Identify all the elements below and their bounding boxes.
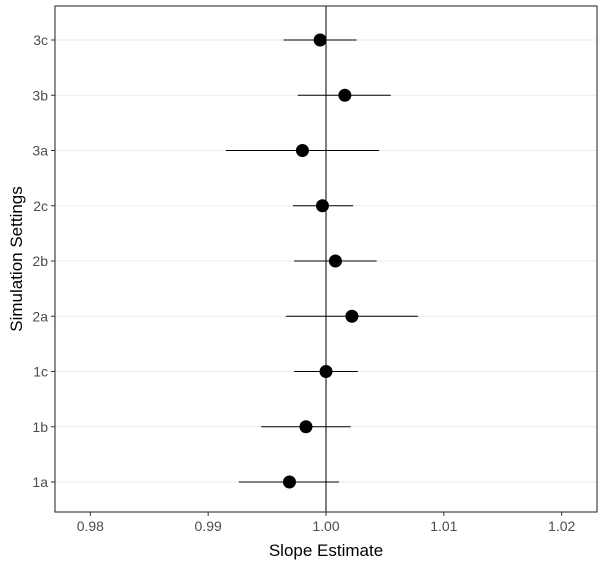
point-3b: [338, 88, 352, 102]
x-tick-label-1: 0.99: [195, 518, 222, 534]
point-3a: [295, 144, 309, 157]
point-estimates: [282, 33, 359, 489]
y-tick-label-2c: 2c: [33, 198, 48, 214]
point-2a: [345, 309, 359, 323]
y-tick-label-2a: 2a: [32, 308, 48, 324]
y-axis: 1a 1b 1c 2a 2b 2c 3a 3b 3c: [32, 32, 55, 490]
y-tick-label-2b: 2b: [32, 253, 48, 269]
x-tick-label-2: 1.00: [312, 518, 339, 534]
y-axis-title: Simulation Settings: [7, 186, 26, 332]
point-2c: [315, 199, 329, 213]
x-tick-label-4: 1.02: [548, 518, 575, 534]
x-axis: 0.98 0.99 1.00 1.01 1.02: [77, 512, 575, 534]
x-axis-title: Slope Estimate: [269, 541, 383, 560]
x-tick-label-3: 1.01: [430, 518, 457, 534]
y-tick-label-3c: 3c: [33, 32, 48, 48]
point-1a: [282, 475, 296, 489]
point-1b: [299, 420, 313, 434]
y-tick-label-3b: 3b: [32, 87, 48, 103]
y-tick-label-1b: 1b: [32, 419, 48, 435]
point-3c: [313, 33, 327, 47]
point-2b: [328, 254, 342, 268]
y-tick-label-3a: 3a: [32, 143, 48, 159]
x-tick-label-0: 0.98: [77, 518, 104, 534]
y-tick-label-1c: 1c: [33, 364, 48, 380]
point-1c: [319, 365, 333, 378]
y-tick-label-1a: 1a: [32, 474, 48, 490]
